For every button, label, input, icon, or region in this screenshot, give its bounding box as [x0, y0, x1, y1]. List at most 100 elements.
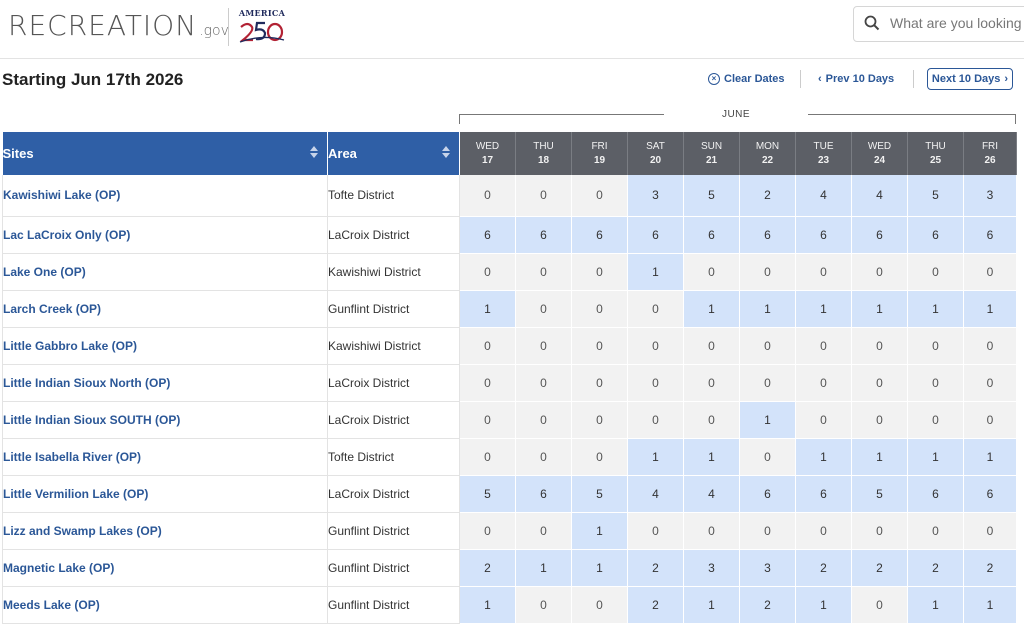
availability-cell-available[interactable]: 1 [571, 549, 628, 587]
availability-cell-unavailable: 0 [907, 512, 964, 550]
next-10-days-button[interactable]: Next 10 Days › [927, 68, 1013, 90]
availability-cell-available[interactable]: 1 [627, 253, 684, 291]
site-link[interactable]: Lac LaCroix Only (OP) [2, 216, 328, 254]
availability-cell-available[interactable]: 6 [627, 216, 684, 254]
availability-cell-available[interactable]: 5 [683, 175, 740, 217]
availability-cell-available[interactable]: 1 [683, 290, 740, 328]
availability-cell-available[interactable]: 6 [795, 216, 852, 254]
availability-cell-available[interactable]: 2 [459, 549, 516, 587]
america-250-logo[interactable]: AMERICA [238, 8, 286, 44]
table-body: Kawishiwi Lake (OP) Tofte District 0 0 0 3 5 2 4… [2, 175, 1017, 624]
table-row: Little Isabella River (OP) Tofte District… [2, 438, 1017, 476]
availability-cell-available[interactable]: 6 [515, 475, 572, 513]
table-row: Magnetic Lake (OP) Gunflint District 2 1 1 2 3… [2, 549, 1017, 587]
availability-cell-unavailable: 0 [683, 327, 740, 365]
availability-cell-available[interactable]: 6 [571, 216, 628, 254]
availability-cell-available[interactable]: 1 [739, 401, 796, 439]
availability-cell-available[interactable]: 5 [571, 475, 628, 513]
search-input[interactable] [888, 14, 1024, 32]
availability-cell-available[interactable]: 2 [795, 549, 852, 587]
availability-cell-unavailable: 0 [683, 364, 740, 402]
starting-date-heading: Starting Jun 17th 2026 [2, 70, 184, 89]
availability-cell-available[interactable]: 5 [459, 475, 516, 513]
availability-cell-available[interactable]: 1 [795, 438, 852, 476]
availability-cell-available[interactable]: 2 [739, 175, 796, 217]
availability-cell-available[interactable]: 1 [907, 438, 964, 476]
availability-cell-available[interactable]: 6 [907, 216, 964, 254]
site-link[interactable]: Lake One (OP) [2, 253, 328, 291]
recreation-gov-logo[interactable]: RECREATION .gov [8, 9, 229, 42]
search-box[interactable] [853, 6, 1024, 42]
availability-cell-available[interactable]: 1 [515, 549, 572, 587]
site-link[interactable]: Lizz and Swamp Lakes (OP) [2, 512, 328, 550]
availability-cell-available[interactable]: 6 [459, 216, 516, 254]
month-bracket-tick [459, 114, 460, 124]
site-link[interactable]: Larch Creek (OP) [2, 290, 328, 328]
site-link[interactable]: Kawishiwi Lake (OP) [2, 175, 328, 217]
availability-cell-available[interactable]: 1 [851, 290, 908, 328]
availability-cell-unavailable: 0 [851, 586, 908, 624]
availability-cell-available[interactable]: 1 [963, 438, 1017, 476]
availability-cell-available[interactable]: 1 [683, 438, 740, 476]
site-link[interactable]: Little Indian Sioux North (OP) [2, 364, 328, 402]
availability-cell-available[interactable]: 3 [739, 549, 796, 587]
availability-cell-available[interactable]: 3 [963, 175, 1017, 217]
availability-cell-available[interactable]: 2 [627, 586, 684, 624]
availability-cell-available[interactable]: 4 [795, 175, 852, 217]
availability-cell-available[interactable]: 1 [739, 290, 796, 328]
availability-cell-available[interactable]: 1 [795, 586, 852, 624]
area-cell: Gunflint District [327, 549, 460, 587]
availability-cell-available[interactable]: 1 [907, 586, 964, 624]
availability-cell-available[interactable]: 6 [739, 216, 796, 254]
availability-cell-available[interactable]: 4 [627, 475, 684, 513]
availability-cell-available[interactable]: 6 [515, 216, 572, 254]
availability-cell-available[interactable]: 2 [627, 549, 684, 587]
availability-cell-available[interactable]: 1 [571, 512, 628, 550]
availability-cell-unavailable: 0 [515, 364, 572, 402]
availability-cell-available[interactable]: 1 [627, 438, 684, 476]
area-column-header[interactable]: Area [327, 132, 460, 175]
availability-cell-available[interactable]: 6 [851, 216, 908, 254]
availability-cell-available[interactable]: 1 [795, 290, 852, 328]
availability-cell-available[interactable]: 2 [851, 549, 908, 587]
clear-dates-button[interactable]: × Clear Dates [708, 73, 785, 85]
availability-cell-available[interactable]: 1 [459, 290, 516, 328]
site-link[interactable]: Magnetic Lake (OP) [2, 549, 328, 587]
availability-cell-available[interactable]: 2 [963, 549, 1017, 587]
availability-cell-available[interactable]: 5 [851, 475, 908, 513]
availability-cell-available[interactable]: 6 [683, 216, 740, 254]
availability-cell-available[interactable]: 5 [907, 175, 964, 217]
availability-cell-available[interactable]: 1 [907, 290, 964, 328]
availability-cell-unavailable: 0 [739, 512, 796, 550]
availability-cell-available[interactable]: 2 [739, 586, 796, 624]
site-link[interactable]: Little Isabella River (OP) [2, 438, 328, 476]
site-link[interactable]: Little Gabbro Lake (OP) [2, 327, 328, 365]
availability-cell-available[interactable]: 6 [739, 475, 796, 513]
availability-cell-available[interactable]: 6 [963, 216, 1017, 254]
availability-cell-available[interactable]: 6 [907, 475, 964, 513]
area-cell: Tofte District [327, 438, 460, 476]
site-link[interactable]: Little Indian Sioux SOUTH (OP) [2, 401, 328, 439]
availability-cell-unavailable: 0 [571, 586, 628, 624]
availability-cell-available[interactable]: 3 [627, 175, 684, 217]
availability-cell-unavailable: 0 [851, 364, 908, 402]
availability-cell-available[interactable]: 4 [851, 175, 908, 217]
availability-cell-available[interactable]: 2 [907, 549, 964, 587]
availability-cell-available[interactable]: 6 [963, 475, 1017, 513]
availability-cell-available[interactable]: 6 [795, 475, 852, 513]
availability-cell-available[interactable]: 1 [683, 586, 740, 624]
site-link[interactable]: Meeds Lake (OP) [2, 586, 328, 624]
availability-cell-available[interactable]: 1 [963, 290, 1017, 328]
availability-cell-available[interactable]: 1 [851, 438, 908, 476]
site-link[interactable]: Little Vermilion Lake (OP) [2, 475, 328, 513]
availability-cell-available[interactable]: 3 [683, 549, 740, 587]
availability-cell-unavailable: 0 [459, 364, 516, 402]
prev-10-days-button[interactable]: ‹ Prev 10 Days [818, 73, 894, 85]
sites-column-header[interactable]: Sites [2, 132, 328, 175]
availability-cell-unavailable: 0 [515, 327, 572, 365]
availability-cell-available[interactable]: 1 [963, 586, 1017, 624]
availability-cell-available[interactable]: 1 [459, 586, 516, 624]
table-row: Little Indian Sioux North (OP) LaCroix Di… [2, 364, 1017, 402]
availability-cell-available[interactable]: 4 [683, 475, 740, 513]
day-date: 17 [481, 154, 494, 166]
